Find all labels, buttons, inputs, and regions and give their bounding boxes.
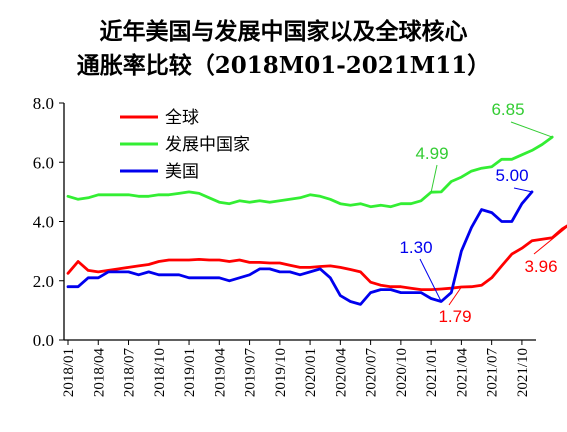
- x-tick-label: 2021/04: [454, 348, 470, 398]
- x-tick-label: 2020/04: [333, 348, 349, 398]
- x-tick-label: 2019/10: [273, 348, 289, 397]
- series-line-2: [66, 135, 554, 209]
- annotation-label: 5.00: [495, 166, 528, 185]
- series-lines: [66, 135, 567, 306]
- x-tick-label: 2020/01: [303, 348, 319, 397]
- x-tick-label: 2018/10: [152, 348, 168, 397]
- x-tick-label: 2021/10: [515, 348, 531, 397]
- x-tick-label: 2020/07: [364, 348, 380, 398]
- chart-axes: [63, 103, 536, 341]
- legend-label: 美国: [165, 162, 199, 182]
- annotation-leader: [510, 121, 553, 138]
- y-tick-label: 6.0: [33, 153, 54, 172]
- annotation-label: 3.96: [524, 257, 557, 276]
- x-tick-label: 2021/07: [485, 348, 501, 398]
- x-tick-label: 2020/10: [394, 348, 410, 397]
- x-tick-label: 2019/07: [243, 348, 259, 398]
- annotation-label: 4.99: [415, 144, 448, 163]
- x-tick-label: 2018/04: [91, 348, 107, 398]
- annotation-label: 1.79: [438, 307, 471, 326]
- y-tick-label: 0.0: [33, 331, 54, 350]
- x-tick-label: 2018/07: [122, 348, 138, 398]
- x-tick-label: 2019/01: [182, 348, 198, 397]
- legend-label: 全球: [165, 108, 199, 128]
- annotation-leader: [430, 164, 438, 193]
- chart-title-line1: 近年美国与发展中国家以及全球核心: [99, 18, 468, 45]
- y-tick-label: 8.0: [33, 94, 54, 113]
- y-axis-ticks: 0.0 2.0 4.0 6.0 8.0: [33, 94, 64, 350]
- annotation-label: 6.85: [491, 100, 524, 119]
- y-tick-label: 4.0: [33, 213, 54, 232]
- y-tick-label: 2.0: [33, 272, 54, 291]
- series-line-1: [66, 224, 567, 292]
- x-axis-ticks: 2018/01 2018/04 2018/07 2018/10 2019/01 2019/…: [61, 340, 531, 397]
- annotation-leader: [448, 286, 462, 306]
- data-annotations: 6.85 4.99 5.00 1.30 3.96 1.79: [399, 100, 567, 326]
- annotation-leader: [533, 226, 567, 255]
- x-tick-label: 2019/04: [212, 348, 228, 398]
- legend-label: 发展中国家: [165, 135, 250, 155]
- annotation-leader: [419, 258, 442, 302]
- series-line-3: [66, 190, 534, 306]
- annotation-label: 1.30: [399, 238, 432, 257]
- annotation-leader: [513, 187, 533, 193]
- chart-title-line2: 通胀率比较（2018M01-2021M11）: [76, 52, 491, 79]
- x-tick-label: 2018/01: [61, 348, 77, 397]
- x-tick-label: 2021/01: [424, 348, 440, 397]
